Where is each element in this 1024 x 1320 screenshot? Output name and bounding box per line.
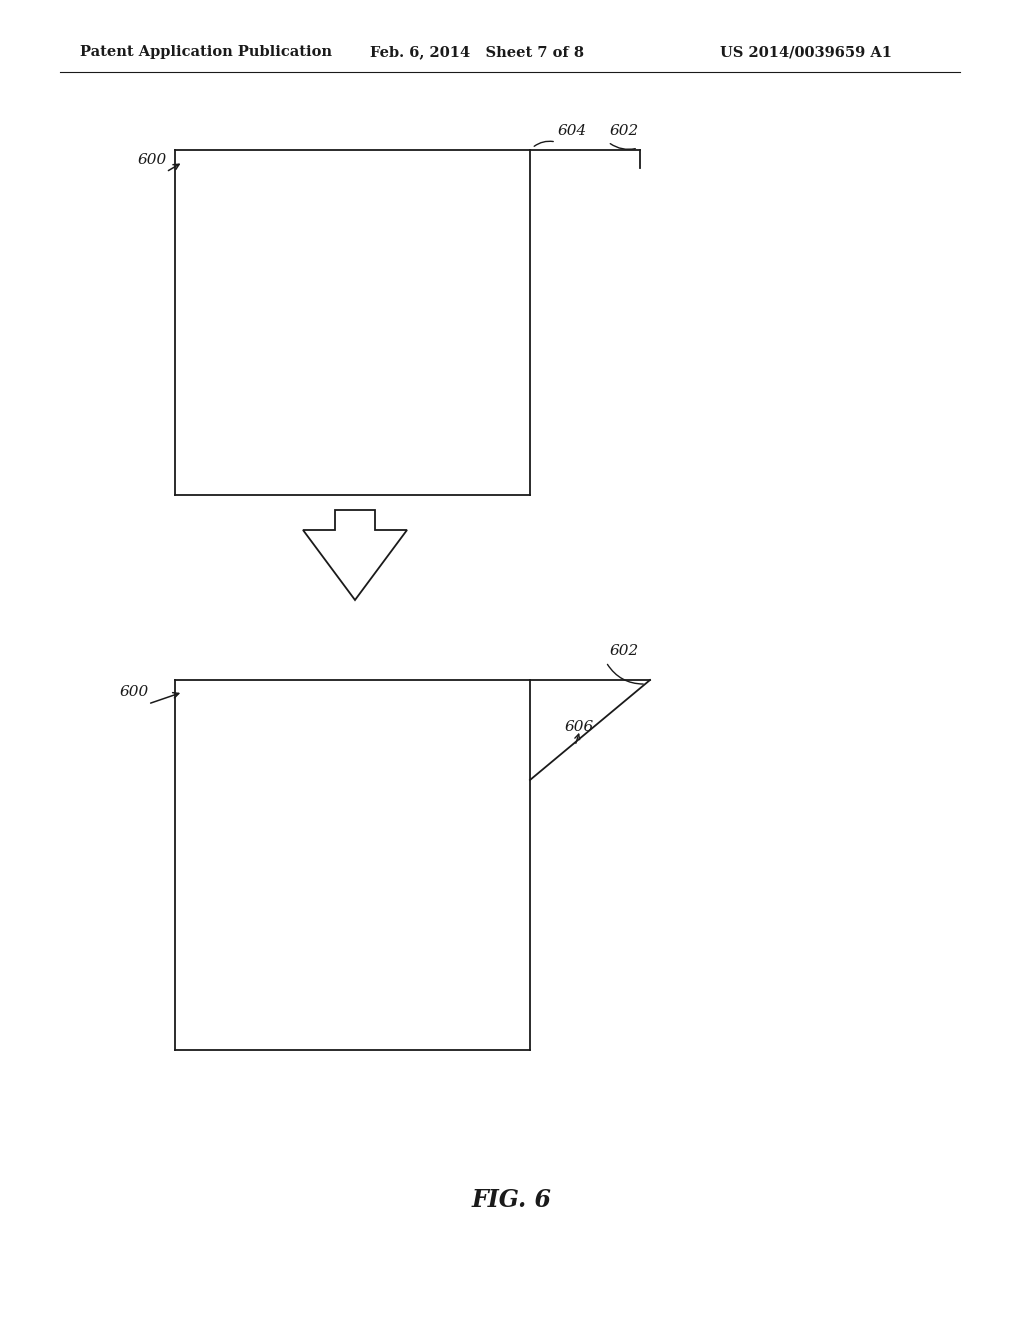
Text: US 2014/0039659 A1: US 2014/0039659 A1 [720,45,892,59]
Polygon shape [303,510,407,601]
Text: FIG. 6: FIG. 6 [472,1188,552,1212]
Text: Patent Application Publication: Patent Application Publication [80,45,332,59]
Text: 606: 606 [565,719,594,734]
Text: 604: 604 [558,124,587,139]
Text: 600: 600 [138,153,167,168]
Text: Feb. 6, 2014   Sheet 7 of 8: Feb. 6, 2014 Sheet 7 of 8 [370,45,584,59]
Text: 602: 602 [610,124,639,139]
Text: 602: 602 [610,644,639,657]
Text: 600: 600 [120,685,150,700]
